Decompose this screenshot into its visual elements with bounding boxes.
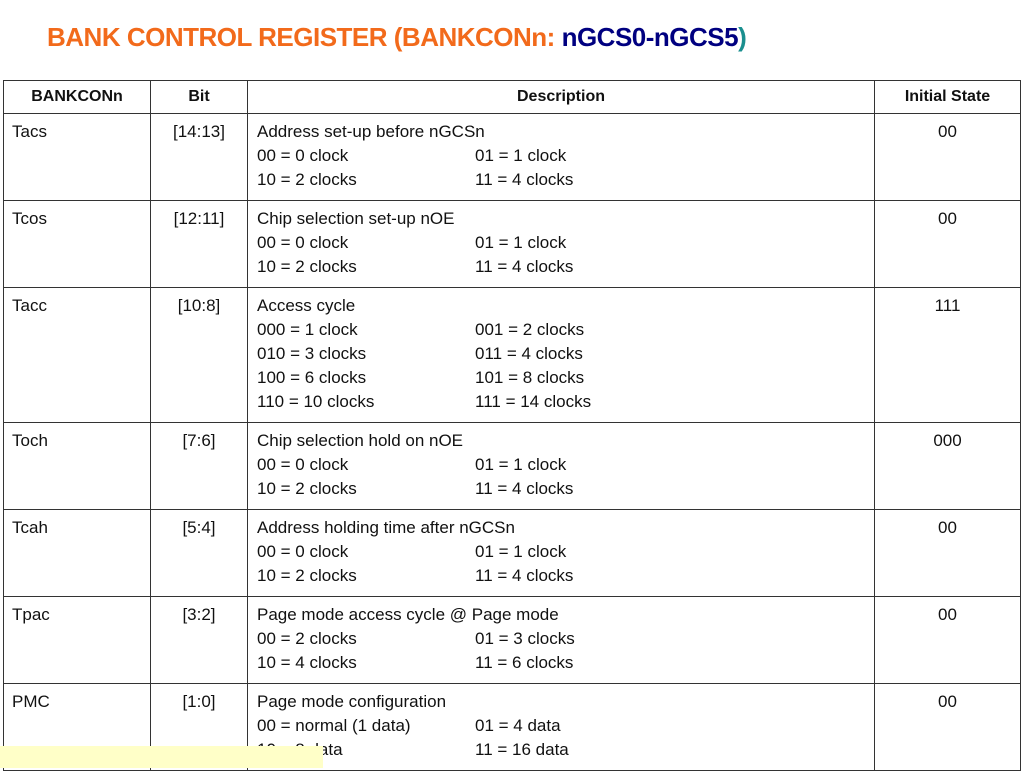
option-line: 10 = 2 clocks 11 = 4 clocks — [257, 564, 874, 588]
option-value: 110 = 10 clocks — [257, 392, 375, 411]
description-text: Chip selection set-up nOE — [257, 209, 455, 228]
option-line: 00 = 0 clock 01 = 1 clock — [257, 231, 874, 255]
option-value: 10 = 4 clocks — [257, 653, 357, 672]
option-value: 01 = 3 clocks — [475, 629, 575, 648]
option-value: 10 = 2 clocks — [257, 566, 357, 585]
description-text: Chip selection hold on nOE — [257, 431, 464, 450]
field-initial-state: 00 — [874, 200, 1021, 288]
option-value: 011 = 4 clocks — [475, 344, 583, 363]
option-line: 100 = 6 clocks 101 = 8 clocks — [257, 366, 874, 390]
field-bits: [7:6] — [150, 422, 248, 510]
field-bits: [12:11] — [150, 200, 248, 288]
option-value: 00 = normal (1 data) — [257, 716, 411, 735]
option-line: 110 = 10 clocks 111 = 14 clocks — [257, 390, 874, 414]
option-line: 00 = 2 clocks 01 = 3 clocks — [257, 627, 874, 651]
field-name: Tcos — [3, 200, 151, 288]
option-value: 00 = 0 clock — [257, 146, 349, 165]
field-bits: [3:2] — [150, 596, 248, 684]
option-value: 001 = 2 clocks — [475, 320, 585, 339]
option-line: 00 = 0 clock 01 = 1 clock — [257, 144, 874, 168]
field-initial-state: 00 — [874, 596, 1021, 684]
option-value: 00 = 0 clock — [257, 542, 349, 561]
header-bit: Bit — [150, 80, 248, 114]
title-suffix: ) — [738, 22, 747, 52]
option-value: 000 = 1 clock — [257, 320, 358, 339]
option-value: 11 = 4 clocks — [475, 257, 574, 276]
field-bits: [14:13] — [150, 113, 248, 201]
field-description: Address holding time after nGCSn 00 = 0 c… — [247, 509, 875, 597]
field-description: Chip selection set-up nOE 00 = 0 clock 01 … — [247, 200, 875, 288]
field-name: Tpac — [3, 596, 151, 684]
title-prefix: BANK CONTROL REGISTER (BANKCONn: — [47, 22, 562, 52]
header-description: Description — [247, 80, 875, 114]
option-value: 01 = 1 clock — [475, 233, 567, 252]
field-description: Chip selection hold on nOE 00 = 0 clock 01… — [247, 422, 875, 510]
option-line: 010 = 3 clocks 011 = 4 clocks — [257, 342, 874, 366]
option-line: 00 = 0 clock 01 = 1 clock — [257, 453, 874, 477]
option-line: 10 = 4 clocks 11 = 6 clocks — [257, 651, 874, 675]
option-value: 101 = 8 clocks — [475, 368, 585, 387]
field-name: Tacs — [3, 113, 151, 201]
bankcon-table: BANKCONn Bit Description Initial State T… — [3, 80, 1021, 771]
field-description: Page mode configuration 00 = normal (1 da… — [247, 683, 875, 771]
header-bankconn: BANKCONn — [3, 80, 151, 114]
description-text: Address holding time after nGCSn — [257, 518, 515, 537]
option-value: 11 = 4 clocks — [475, 170, 574, 189]
option-value: 00 = 0 clock — [257, 455, 349, 474]
option-value: 11 = 16 data — [475, 740, 569, 759]
option-value: 10 = 2 clocks — [257, 170, 357, 189]
page-title: BANK CONTROL REGISTER (BANKCONn: nGCS0-n… — [47, 22, 747, 53]
option-line: 10 = 2 clocks 11 = 4 clocks — [257, 477, 874, 501]
option-value: 010 = 3 clocks — [257, 344, 367, 363]
table-row: Tcah [5:4] Address holding time after nGCS… — [3, 509, 1021, 597]
field-initial-state: 000 — [874, 422, 1021, 510]
option-line: 00 = 0 clock 01 = 1 clock — [257, 540, 874, 564]
field-name: Tacc — [3, 287, 151, 423]
option-value: 00 = 0 clock — [257, 233, 349, 252]
field-description: Page mode access cycle @ Page mode 00 = 2… — [247, 596, 875, 684]
table-header-row: BANKCONn Bit Description Initial State — [3, 80, 1021, 114]
option-value: 111 = 14 clocks — [475, 392, 592, 411]
option-value: 01 = 4 data — [475, 716, 561, 735]
table-row: Tcos [12:11] Chip selection set-up nOE 00 =… — [3, 200, 1021, 288]
option-value: 10 = 2 clocks — [257, 479, 357, 498]
table-row: Tpac [3:2] Page mode access cycle @ Page m… — [3, 596, 1021, 684]
field-description: Address set-up before nGCSn 00 = 0 clock 0… — [247, 113, 875, 201]
field-initial-state: 00 — [874, 113, 1021, 201]
field-bits: [5:4] — [150, 509, 248, 597]
option-value: 01 = 1 clock — [475, 455, 567, 474]
table-row: Toch [7:6] Chip selection hold on nOE 00 = … — [3, 422, 1021, 510]
option-line: 00 = normal (1 data) 01 = 4 data — [257, 714, 874, 738]
option-value: 11 = 6 clocks — [475, 653, 574, 672]
option-value: 01 = 1 clock — [475, 146, 567, 165]
option-value: 11 = 4 clocks — [475, 479, 574, 498]
field-initial-state: 00 — [874, 509, 1021, 597]
description-text: Page mode configuration — [257, 692, 447, 711]
field-bits: [10:8] — [150, 287, 248, 423]
option-line: 10 = 2 clocks 11 = 4 clocks — [257, 255, 874, 279]
field-initial-state: 111 — [874, 287, 1021, 423]
option-value: 10 = 2 clocks — [257, 257, 357, 276]
note-box — [0, 746, 323, 768]
description-text: Access cycle — [257, 296, 356, 315]
field-name: Toch — [3, 422, 151, 510]
option-value: 100 = 6 clocks — [257, 368, 367, 387]
description-text: Page mode access cycle @ Page mode — [257, 605, 559, 624]
title-highlight: nGCS0-nGCS5 — [561, 22, 739, 52]
table-row: Tacs [14:13] Address set-up before nGCSn 00… — [3, 113, 1021, 201]
field-initial-state: 00 — [874, 683, 1021, 771]
option-line: 000 = 1 clock 001 = 2 clocks — [257, 318, 874, 342]
description-text: Address set-up before nGCSn — [257, 122, 485, 141]
option-value: 00 = 2 clocks — [257, 629, 357, 648]
option-line: 10 = 2 clocks 11 = 4 clocks — [257, 168, 874, 192]
option-value: 01 = 1 clock — [475, 542, 567, 561]
field-description: Access cycle 000 = 1 clock 001 = 2 clocks 0… — [247, 287, 875, 423]
option-value: 11 = 4 clocks — [475, 566, 574, 585]
header-initial-state: Initial State — [874, 80, 1021, 114]
table-row: Tacc [10:8] Access cycle 000 = 1 clock 001 =… — [3, 287, 1021, 423]
field-name: Tcah — [3, 509, 151, 597]
